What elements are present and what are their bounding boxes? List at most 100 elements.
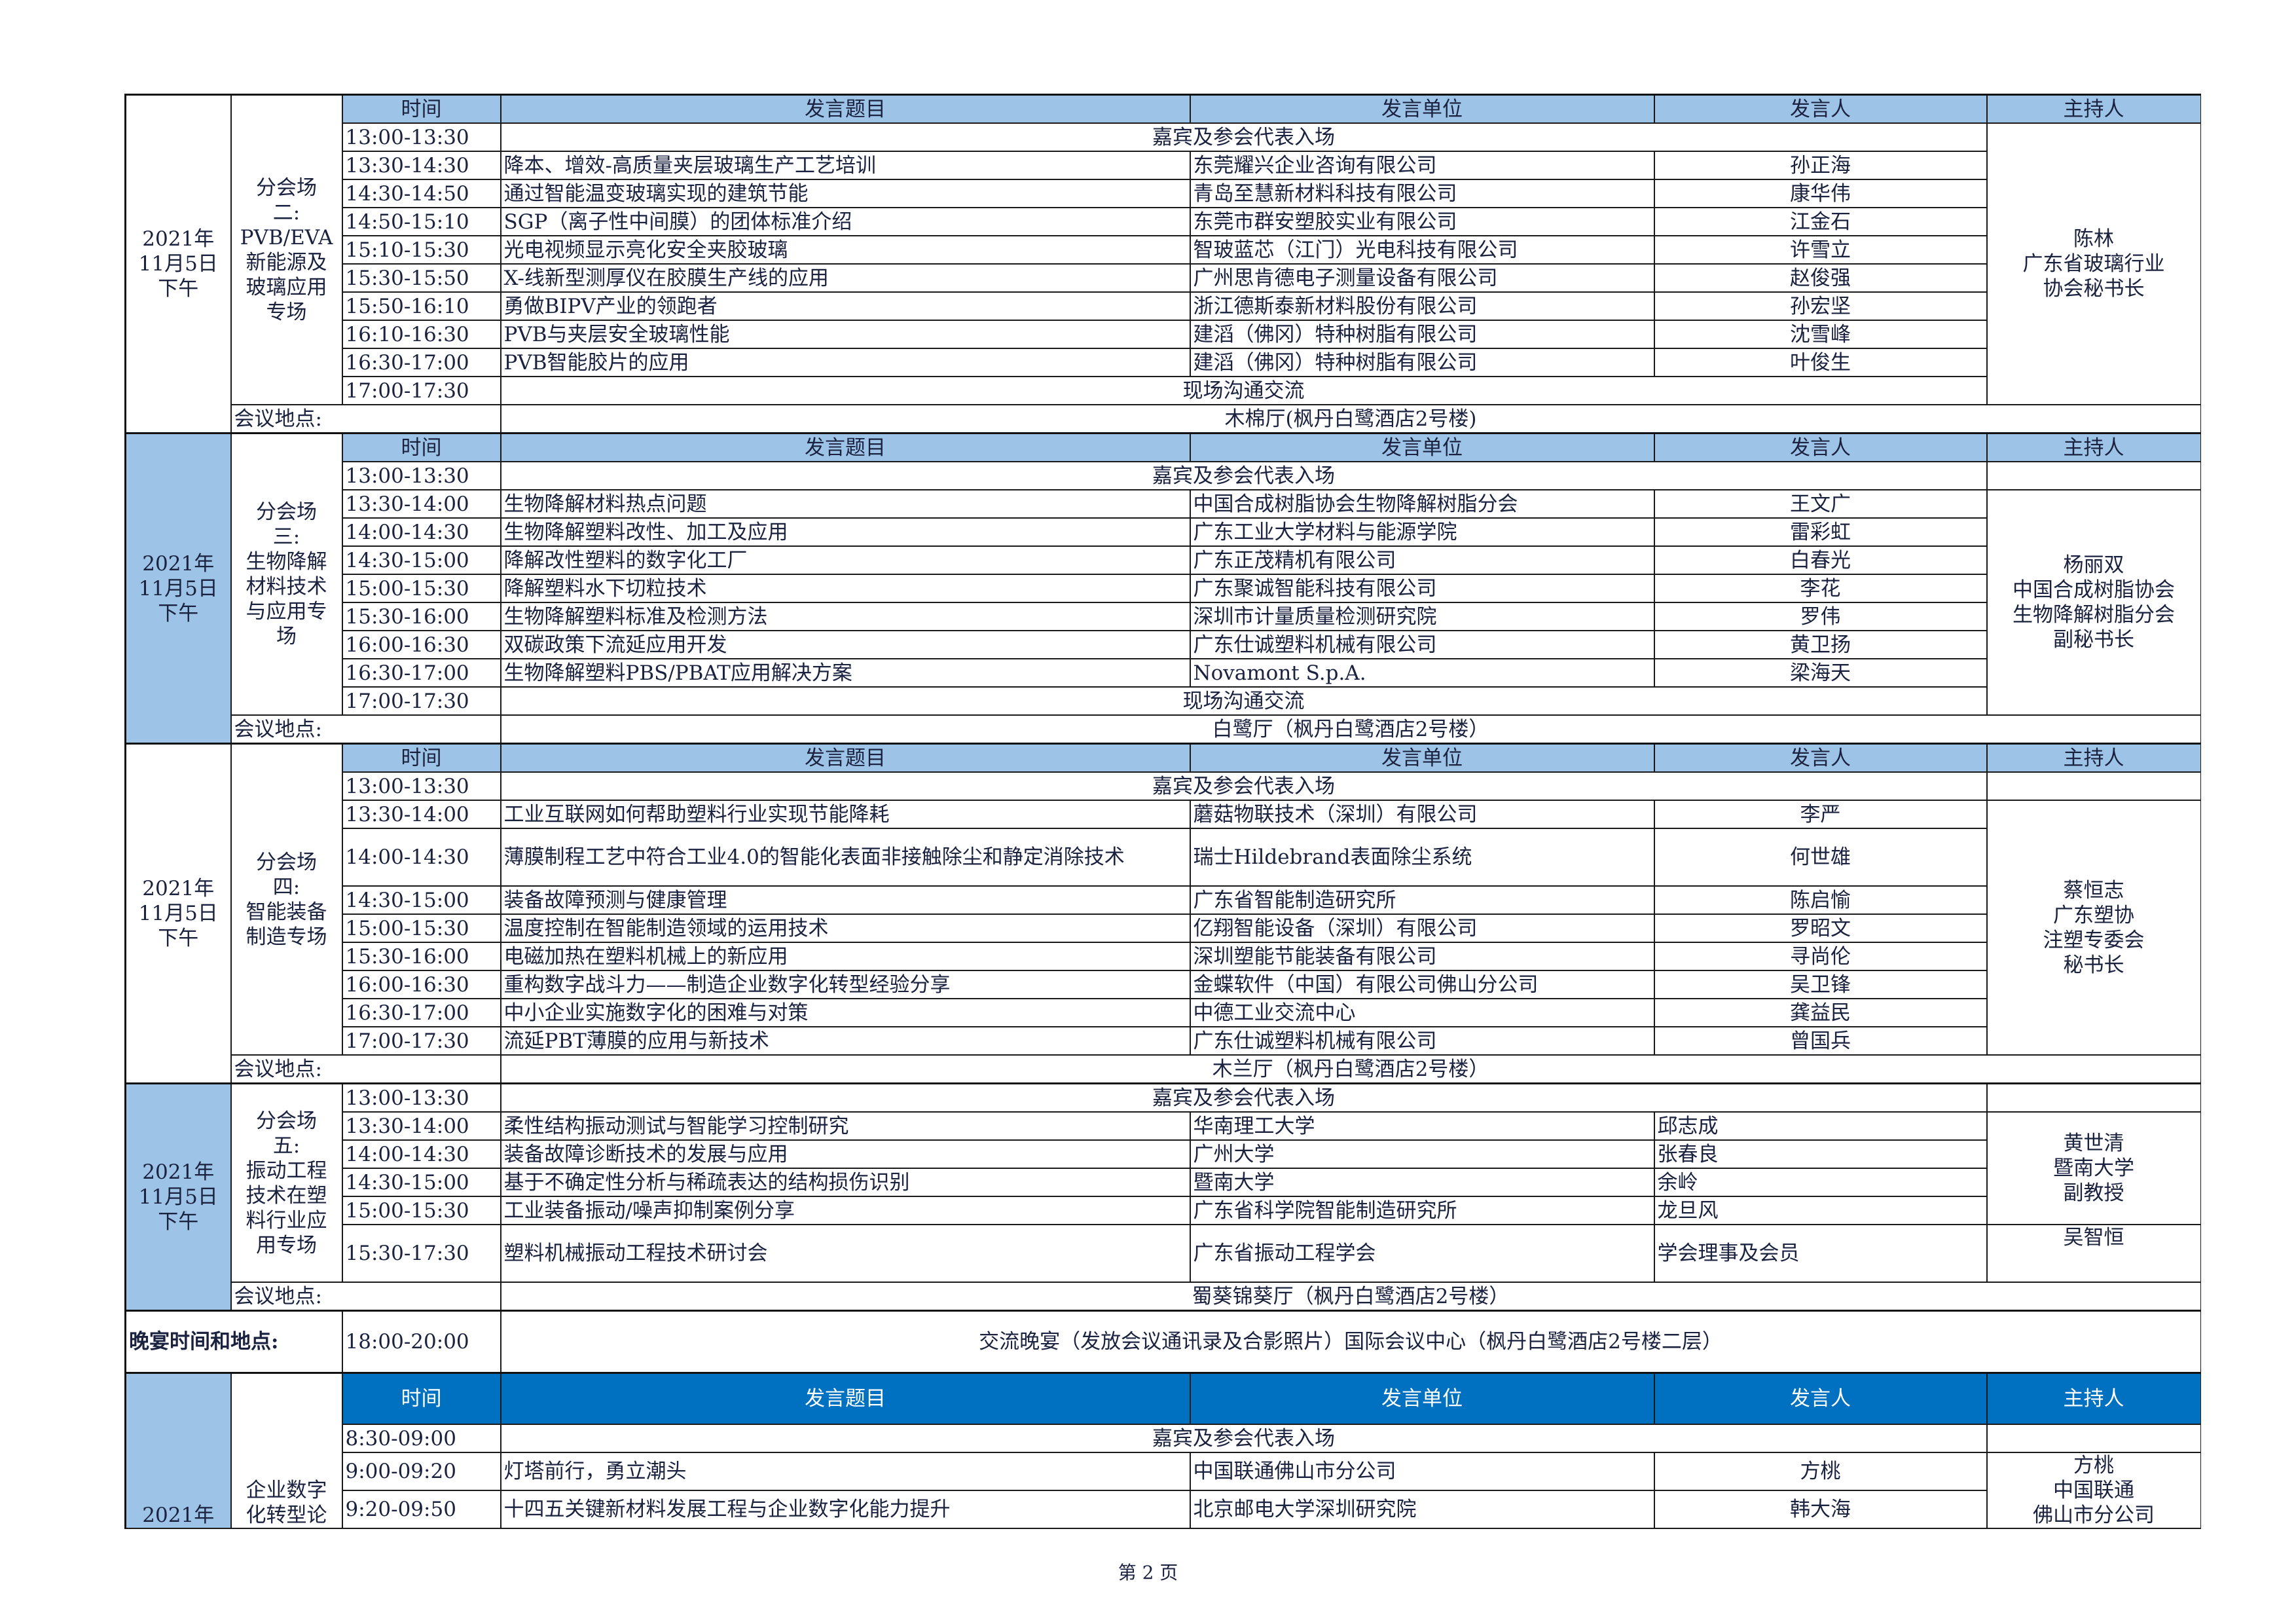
topic-cell: 重构数字战斗力——制造企业数字化转型经验分享 — [500, 970, 1191, 999]
time-cell: 15:50-16:10 — [341, 291, 501, 321]
session-name: 企业数字 化转型论 — [230, 1372, 343, 1529]
banquet-time: 18:00-20:00 — [341, 1310, 501, 1374]
topic-cell: PVB与夹层安全玻璃性能 — [500, 320, 1191, 349]
unit-cell: 建滔（佛冈）特种树脂有限公司 — [1189, 348, 1655, 377]
table-row: 15:00-15:30 温度控制在智能制造领域的运用技术 亿翔智能设备（深圳）有限公… — [126, 913, 2201, 943]
column-header-topic: 发言题目 — [500, 94, 1191, 124]
unit-cell: 广东省振动工程学会 — [1189, 1224, 1655, 1283]
speaker-cell: 余岭 — [1653, 1168, 1988, 1197]
time-cell: 17:00-17:30 — [341, 376, 501, 405]
table-row: 16:30-17:00 中小企业实施数字化的困难与对策 中德工业交流中心 龚益民 — [126, 998, 2201, 1027]
column-header-time: 时间 — [341, 94, 501, 124]
host-cell: 杨丽双 中国合成树脂协会 生物降解树脂分会 副秘书长 — [1986, 489, 2201, 716]
unit-cell: 深圳市计量质量检测研究院 — [1189, 602, 1655, 631]
table-row: 13:30-14:00 生物降解材料热点问题 中国合成树脂协会生物降解树脂分会 王文广… — [126, 489, 2201, 716]
topic-cell: 装备故障预测与健康管理 — [500, 885, 1191, 915]
column-header-host: 主持人 — [1986, 94, 2201, 124]
table-row: 14:30-15:00 基于不确定性分析与稀疏表达的结构损伤识别 暨南大学 余岭 — [126, 1168, 2201, 1197]
column-header-speaker: 发言人 — [1653, 1372, 1988, 1425]
table-row: 9:00-09:20 灯塔前行，勇立潮头 中国联通佛山市分公司 方桃 方桃 中国联通 佛… — [126, 1452, 2201, 1529]
topic-cell: 勇做BIPV产业的领跑者 — [500, 291, 1191, 321]
time-cell: 14:30-15:00 — [341, 545, 501, 575]
column-header-topic: 发言题目 — [500, 432, 1191, 462]
topic-cell: 薄膜制程工艺中符合工业4.0的智能化表面非接触除尘和静定消除技术 — [500, 828, 1191, 887]
location-label: 会议地点: — [230, 404, 501, 434]
session-name: 分会场 四: 智能装备 制造专场 — [230, 743, 343, 1056]
speaker-cell: 许雪立 — [1653, 235, 1988, 265]
speaker-cell: 陈启愉 — [1653, 885, 1988, 915]
column-header-host: 主持人 — [1986, 743, 2201, 773]
time-cell: 16:10-16:30 — [341, 320, 501, 349]
table-row: 16:00-16:30 重构数字战斗力——制造企业数字化转型经验分享 金蝶软件（中国… — [126, 970, 2201, 999]
topic-cell: SGP（离子性中间膜）的团体标准介绍 — [500, 207, 1191, 236]
table-row: 16:30-17:00 PVB智能胶片的应用 建滔（佛冈）特种树脂有限公司 叶俊生 — [126, 348, 2201, 377]
time-cell: 13:00-13:30 — [341, 1082, 501, 1113]
time-cell: 17:00-17:30 — [341, 1026, 501, 1056]
time-cell: 14:30-15:00 — [341, 885, 501, 915]
table-row: 13:30-14:00 柔性结构振动测试与智能学习控制研究 华南理工大学 邱志成 黄世清… — [126, 1111, 2201, 1225]
note-cell: 嘉宾及参会代表入场 — [500, 1082, 1988, 1113]
location-label: 会议地点: — [230, 714, 501, 745]
time-cell: 13:30-14:30 — [341, 151, 501, 180]
location-value: 蜀葵锦葵厅（枫丹白鹭酒店2号楼） — [500, 1282, 2201, 1312]
unit-cell: 华南理工大学 — [1189, 1111, 1655, 1141]
topic-cell: 降解改性塑料的数字化工厂 — [500, 545, 1191, 575]
host-cell — [1986, 771, 2201, 801]
column-header-time: 时间 — [341, 743, 501, 773]
unit-cell: 浙江德斯泰新材料股份有限公司 — [1189, 291, 1655, 321]
table-row: 13:00-13:30 嘉宾及参会代表入场 — [126, 461, 2201, 490]
topic-cell: 基于不确定性分析与稀疏表达的结构损伤识别 — [500, 1168, 1191, 1197]
unit-cell: 广东工业大学材料与能源学院 — [1189, 517, 1655, 547]
host-cell: 黄世清 暨南大学 副教授 — [1986, 1111, 2201, 1225]
session-date: 2021年 11月5日 下午 — [124, 1082, 232, 1312]
unit-cell: 深圳塑能节能装备有限公司 — [1189, 942, 1655, 971]
time-cell: 15:30-16:00 — [341, 602, 501, 631]
session-name: 分会场 三: 生物降解 材料技术 与应用专 场 — [230, 432, 343, 716]
session-name: 分会场 五: 振动工程 技术在塑 料行业应 用专场 — [230, 1082, 343, 1283]
table-row: 14:00-14:30 装备故障诊断技术的发展与应用 广州大学 张春良 — [126, 1139, 2201, 1169]
topic-cell: PVB智能胶片的应用 — [500, 348, 1191, 377]
location-label: 会议地点: — [230, 1054, 501, 1084]
time-cell: 15:00-15:30 — [341, 913, 501, 943]
table-row: 15:00-15:30 工业装备振动/噪声抑制案例分享 广东省科学院智能制造研究所龙… — [126, 1196, 2201, 1225]
note-cell: 现场沟通交流 — [500, 376, 1988, 405]
topic-cell: 生物降解材料热点问题 — [500, 489, 1191, 519]
unit-cell: 广东省科学院智能制造研究所 — [1189, 1196, 1655, 1225]
topic-cell: 工业互联网如何帮助塑料行业实现节能降耗 — [500, 800, 1191, 829]
location-value: 白鹭厅（枫丹白鹭酒店2号楼） — [500, 714, 2201, 745]
unit-cell: 广东省智能制造研究所 — [1189, 885, 1655, 915]
unit-cell: 智玻蓝芯（江门）光电科技有限公司 — [1189, 235, 1655, 265]
column-header-topic: 发言题目 — [500, 1372, 1191, 1425]
column-header-unit: 发言单位 — [1189, 432, 1655, 462]
session-name: 分会场 二: PVB/EVA 新能源及 玻璃应用 专场 — [230, 94, 343, 405]
table-row: 14:00-14:30 生物降解塑料改性、加工及应用 广东工业大学材料与能源学院 雷彩… — [126, 517, 2201, 547]
column-header-unit: 发言单位 — [1189, 94, 1655, 124]
speaker-cell: 寻尚伦 — [1653, 942, 1988, 971]
speaker-cell: 叶俊生 — [1653, 348, 1988, 377]
note-cell: 嘉宾及参会代表入场 — [500, 1424, 1988, 1453]
table-row: 2021年 11月5日 下午 分会场 三: 生物降解 材料技术 与应用专 场时间发… — [124, 432, 2201, 745]
host-cell — [1986, 1082, 2201, 1113]
speaker-cell: 方桃 — [1653, 1452, 1988, 1491]
speaker-cell: 赵俊强 — [1653, 263, 1988, 293]
topic-cell: 温度控制在智能制造领域的运用技术 — [500, 913, 1191, 943]
speaker-cell: 何世雄 — [1653, 828, 1988, 887]
time-cell: 16:30-17:00 — [341, 348, 501, 377]
time-cell: 14:00-14:30 — [341, 517, 501, 547]
speaker-cell: 龙旦风 — [1653, 1196, 1988, 1225]
topic-cell: 降解塑料水下切粒技术 — [500, 574, 1191, 603]
unit-cell: 建滔（佛冈）特种树脂有限公司 — [1189, 320, 1655, 349]
time-cell: 13:00-13:30 — [341, 122, 501, 152]
topic-cell: 塑料机械振动工程技术研讨会 — [500, 1224, 1191, 1283]
column-header-speaker: 发言人 — [1653, 432, 1988, 462]
table-row: 2021年 11月5日 下午 分会场 二: PVB/EVA 新能源及 玻璃应用 专… — [124, 94, 2201, 434]
time-cell: 16:30-17:00 — [341, 658, 501, 688]
time-cell: 17:00-17:30 — [341, 686, 501, 716]
table-row: 会议地点: 木兰厅（枫丹白鹭酒店2号楼） — [126, 1054, 2201, 1084]
session-date: 2021年 11月5日 下午 — [124, 94, 232, 434]
table-row: 15:30-16:00 电磁加热在塑料机械上的新应用 深圳塑能节能装备有限公司 寻尚伦 — [126, 942, 2201, 971]
time-cell: 9:20-09:50 — [341, 1490, 501, 1529]
table-row: 13:00-13:30 嘉宾及参会代表入场 陈林 广东省玻璃行业 协会秘书长 — [126, 122, 2201, 405]
time-cell: 16:30-17:00 — [341, 998, 501, 1027]
table-row: 13:00-13:30 嘉宾及参会代表入场 — [126, 771, 2201, 801]
